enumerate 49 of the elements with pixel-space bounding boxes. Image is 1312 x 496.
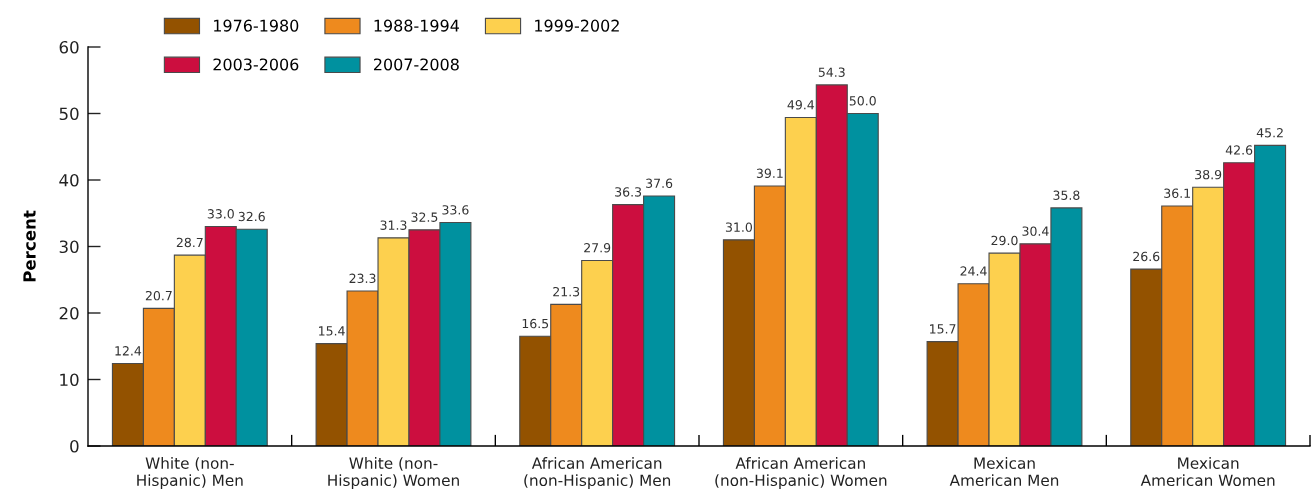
y-axis-title: Percent (23, 210, 36, 282)
data-label: 26.6 (1133, 251, 1160, 262)
x-tick-label: Mexican American Men (949, 457, 1059, 487)
y-tick-label: 0 (70, 439, 79, 453)
x-tick-label: African American (non-Hispanic) Men (524, 457, 671, 489)
data-label: 32.6 (238, 211, 265, 222)
data-label: 20.7 (145, 290, 172, 301)
data-label: 29.0 (991, 235, 1018, 246)
data-label: 35.8 (1053, 190, 1080, 200)
data-label: 32.5 (411, 212, 438, 222)
data-label: 15.4 (319, 326, 345, 336)
data-label: 33.0 (207, 209, 234, 219)
data-label: 23.3 (349, 273, 376, 284)
data-label: 38.9 (1195, 169, 1222, 180)
data-label: 49.4 (787, 100, 815, 110)
data-label: 36.3 (615, 187, 642, 197)
data-label: 30.4 (1022, 226, 1049, 236)
data-label: 24.4 (960, 266, 987, 276)
legend-label: 2007-2008 (374, 58, 459, 71)
data-label: 15.7 (930, 324, 956, 334)
data-label: 12.4 (115, 346, 142, 356)
y-tick-label: 30 (59, 240, 79, 254)
data-label: 21.3 (553, 286, 580, 297)
data-label: 27.9 (584, 243, 611, 253)
data-label: 45.2 (1256, 127, 1283, 138)
data-label: 42.6 (1225, 145, 1253, 155)
data-label: 39.1 (756, 168, 783, 179)
data-label: 28.7 (176, 237, 203, 248)
x-tick-label: Mexican American Women (1140, 457, 1275, 487)
y-tick-label: 20 (59, 306, 79, 320)
data-label: 37.6 (646, 178, 673, 188)
legend-label: 2003-2006 (213, 58, 299, 71)
data-label: 31.3 (380, 220, 407, 230)
y-tick-label: 50 (59, 107, 79, 121)
data-label: 33.6 (442, 205, 469, 215)
data-label: 36.1 (1164, 188, 1190, 198)
legend-label: 1988-1994 (374, 19, 459, 32)
x-tick-label: White (non- Hispanic) Men (137, 457, 243, 489)
data-label: 31.0 (725, 222, 752, 232)
y-tick-label: 10 (60, 373, 79, 387)
y-tick-label: 40 (59, 173, 79, 187)
data-label: 54.3 (818, 67, 845, 77)
x-tick-label: White (non- Hispanic) Women (328, 457, 459, 489)
legend-label: 1999-2002 (535, 19, 619, 32)
data-label: 50.0 (849, 96, 876, 106)
data-label: 16.5 (522, 318, 549, 329)
x-tick-label: African American (non-Hispanic) Women (715, 457, 887, 489)
legend-label: 1976-1980 (214, 19, 299, 32)
y-tick-label: 60 (59, 40, 79, 54)
